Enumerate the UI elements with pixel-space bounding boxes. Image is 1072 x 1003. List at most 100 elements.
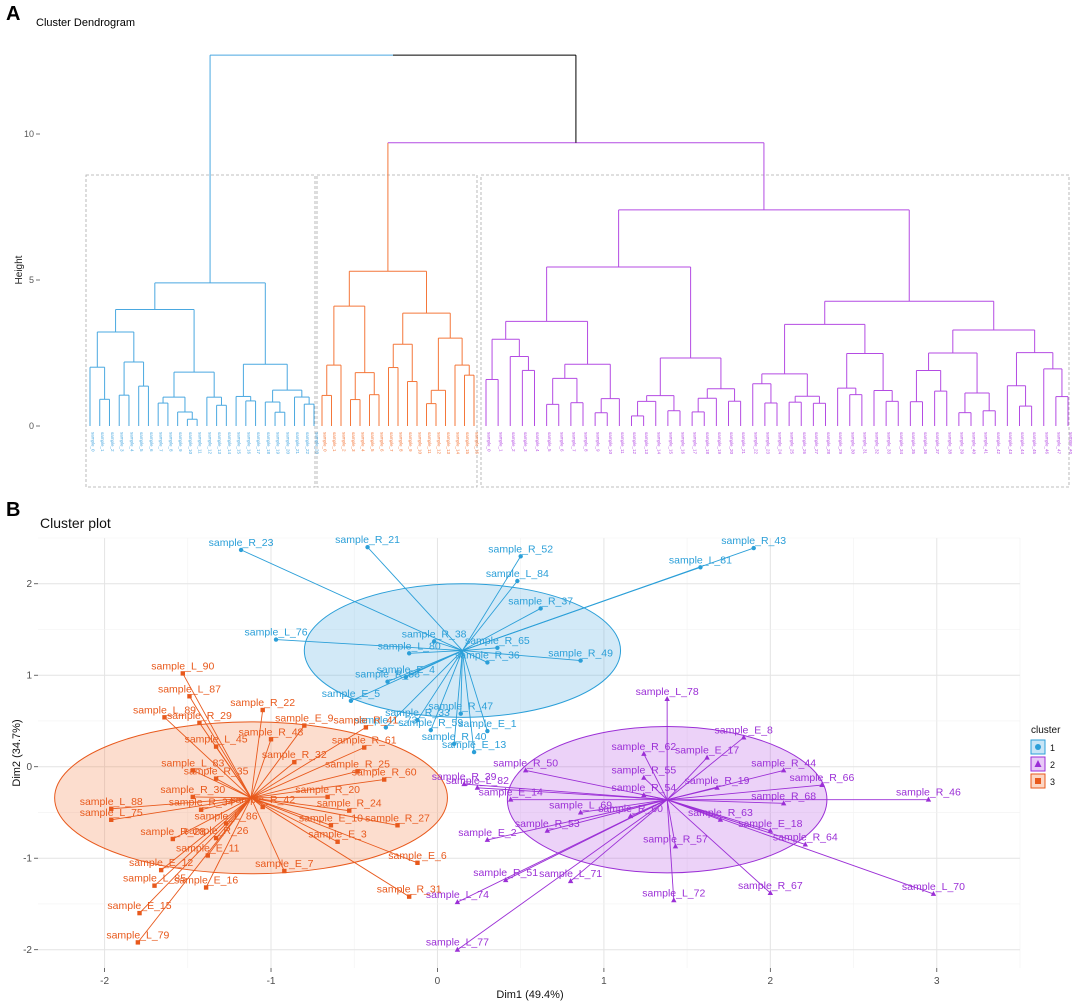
- leaf-label: sample_4: [535, 432, 540, 452]
- leaf-label: sample_47: [1056, 432, 1061, 455]
- y-tick-label: 0: [29, 421, 34, 431]
- leaf-label: sample_7: [389, 432, 394, 452]
- point-label: sample_R_38: [402, 628, 467, 640]
- point-label: sample_R_43: [721, 535, 786, 547]
- point-label: sample_R_65: [465, 635, 530, 647]
- leaf-label: sample_36: [923, 432, 928, 455]
- leaf-label: sample_10: [418, 432, 423, 455]
- leaf-label: sample_15: [465, 432, 470, 455]
- leaf-label: sample_12: [207, 432, 212, 455]
- point-label: sample_E_13: [442, 739, 506, 751]
- point-label: sample_R_20: [295, 784, 360, 796]
- point-label: sample_L_77: [426, 937, 489, 949]
- point-label: sample_R_21: [335, 534, 400, 546]
- leaf-label: sample_2: [110, 432, 115, 452]
- point-label: sample_E_14: [479, 787, 543, 799]
- point-label: sample_R_32: [262, 749, 327, 761]
- point-label: sample_E_9: [275, 713, 334, 725]
- leaf-label: sample_0: [487, 432, 492, 452]
- y-tick-label: 10: [24, 129, 34, 139]
- leaf-label: sample_41: [984, 432, 989, 455]
- point-label: sample_R_36: [455, 649, 520, 661]
- leaf-label: sample_5: [139, 432, 144, 452]
- leaf-label: sample_7: [159, 432, 164, 452]
- point-label: sample_E_5: [322, 688, 381, 700]
- point-label: sample_R_52: [488, 543, 553, 555]
- leaf-label: sample_38: [947, 432, 952, 455]
- leaf-label: sample_28: [826, 432, 831, 455]
- leaf-label: sample_7: [571, 432, 576, 452]
- x-tick-label: 0: [435, 976, 441, 987]
- leaf-label: sample_9: [408, 432, 413, 452]
- leaf-label: sample_14: [656, 432, 661, 455]
- leaf-label: sample_27: [814, 432, 819, 455]
- leaf-label: sample_42: [996, 432, 1001, 455]
- point-label: sample_E_1: [458, 718, 517, 730]
- panel-b-letter: B: [6, 499, 20, 521]
- x-tick-label: 1: [601, 976, 607, 987]
- leaf-label: sample_14: [227, 432, 232, 455]
- point-label: sample_R_47: [428, 701, 493, 713]
- point-label: sample_L_90: [151, 660, 214, 672]
- leaf-label: sample_14: [456, 432, 461, 455]
- leaf-label: sample_11: [620, 432, 625, 454]
- leaf-label: sample_32: [875, 432, 880, 455]
- leaf-label: sample_3: [120, 432, 125, 452]
- point-label: sample_R_48: [239, 726, 304, 738]
- leaf-label: sample_17: [256, 432, 261, 455]
- leaf-label: sample_3: [351, 432, 356, 452]
- leaf-label: sample_1: [100, 432, 105, 452]
- panel-a-letter: A: [6, 3, 20, 25]
- leaf-label: sample_34: [899, 432, 904, 455]
- legend-marker: [1035, 744, 1041, 750]
- leaf-label: sample_11: [427, 432, 432, 454]
- leaf-label: sample_45: [1032, 432, 1037, 455]
- leaf-label: sample_15: [668, 432, 673, 455]
- leaf-label: sample_2: [511, 432, 516, 452]
- leaf-label: sample_0: [91, 432, 96, 452]
- legend-marker: [1035, 778, 1041, 784]
- point-label: sample_E_2: [458, 827, 517, 839]
- leaf-label: sample_12: [632, 432, 637, 455]
- point-label: sample_R_50: [493, 757, 558, 769]
- point-label: sample_R_60: [598, 803, 663, 815]
- leaf-label: sample_19: [276, 432, 281, 455]
- leaf-label: sample_12: [437, 432, 442, 455]
- leaf-label: sample_23: [315, 432, 320, 455]
- dendrogram-leaves: sample_0 sample_1 sample_2 sample_3 sample_4…: [91, 432, 1072, 455]
- x-axis-label: Dim1 (49.4%): [496, 989, 563, 1001]
- point-label: sample_R_29: [167, 710, 232, 722]
- leaf-label: sample_19: [717, 432, 722, 455]
- point-label: sample_R_19: [685, 775, 750, 787]
- leaf-label: sample_5: [370, 432, 375, 452]
- point-label: sample_L_81: [669, 554, 732, 566]
- leaf-label: sample_1: [499, 432, 504, 452]
- leaf-label: sample_37: [935, 432, 940, 455]
- y-tick-label: 5: [29, 275, 34, 285]
- leaf-label: sample_6: [149, 432, 154, 452]
- leaf-label: sample_5: [547, 432, 552, 452]
- leaf-label: sample_20: [729, 432, 734, 455]
- dendrogram-title: Cluster Dendrogram: [36, 17, 135, 29]
- leaf-label: sample_21: [295, 432, 300, 455]
- y-tick-label: 1: [26, 671, 32, 682]
- leaf-label: sample_40: [972, 432, 977, 455]
- leaf-label: sample_33: [887, 432, 892, 455]
- point-label: sample_L_87: [158, 683, 221, 695]
- point-label: sample_R_31: [377, 884, 442, 896]
- point-label: sample_R_41: [333, 714, 398, 726]
- leaf-label: sample_1: [332, 432, 337, 452]
- point-label: sample_R_57: [643, 833, 708, 845]
- point-label: sample_R_46: [896, 787, 961, 799]
- y-tick-label: 0: [26, 762, 32, 773]
- legend-label: 1: [1050, 743, 1055, 753]
- point-label: sample_L_72: [642, 887, 705, 899]
- point-label: sample_R_58: [355, 669, 420, 681]
- point-label: sample_E_15: [107, 900, 171, 912]
- leaf-label: sample_8: [399, 432, 404, 452]
- leaf-label: sample_21: [741, 432, 746, 455]
- point-label: sample_R_68: [751, 790, 816, 802]
- leaf-label: sample_6: [559, 432, 564, 452]
- point-label: sample_E_6: [388, 850, 447, 862]
- leaf-label: sample_48: [1069, 432, 1072, 455]
